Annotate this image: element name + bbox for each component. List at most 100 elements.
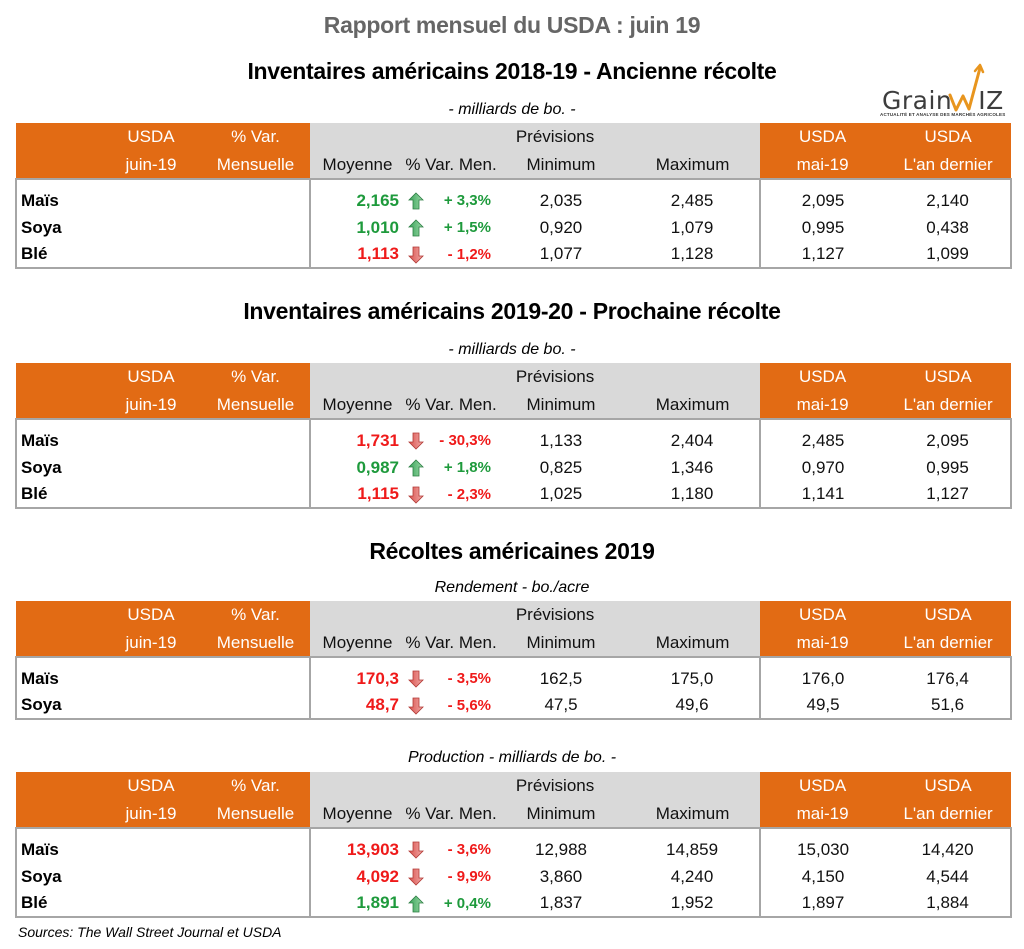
minimum-value: 0,920	[539, 217, 583, 237]
maximum-value: 1,952	[625, 890, 761, 918]
commodity-name: Blé	[15, 241, 101, 269]
col-header-usda-last-year: USDA	[885, 601, 1012, 629]
moyenne-value: 48,7	[310, 692, 405, 720]
col-header-var-men: % Var. Men.	[405, 151, 497, 180]
usda-last-year-value: 1,884	[885, 890, 1013, 918]
report-title: Rapport mensuel du USDA : juin 19	[323, 12, 701, 38]
col-header-last-year-label: L'an dernier	[885, 800, 1012, 829]
moyenne-value: 13,903	[347, 839, 399, 859]
arrow-down-icon	[405, 481, 427, 509]
usda-may-value: 2,095	[759, 187, 886, 214]
usda-last-year-value: 0,995	[885, 454, 1013, 481]
usda-june-value	[101, 454, 201, 481]
arrow-up-icon	[405, 890, 427, 918]
minimum-value: 1,025	[497, 481, 625, 509]
table-row: Soya 0,987 + 1,8% 0,825 1,346 0,970 0,995	[15, 454, 1013, 481]
col-header-var-men: % Var. Men.	[405, 391, 497, 420]
maximum-value: 1,128	[625, 241, 761, 269]
col-header-usda-june-date: juin-19	[101, 151, 201, 180]
col-header-monthly-var: % Var.	[201, 601, 310, 629]
section-title-harvest: Récoltes américaines 2019	[369, 538, 655, 564]
usda-june-value	[101, 692, 201, 720]
usda-june-value	[101, 241, 201, 269]
header-blank	[16, 123, 101, 151]
var-men-value: + 0,4%	[427, 890, 497, 918]
arrow-up-icon	[405, 214, 427, 241]
col-header-moyenne: Moyenne	[310, 629, 405, 658]
usda-may-value: 15,030	[759, 836, 886, 863]
col-header-usda-june: USDA	[101, 363, 201, 391]
col-header-monthly-var-label: Mensuelle	[201, 151, 310, 180]
usda-last-year-value: 176,4	[885, 665, 1013, 692]
moyenne-value: 2,165	[356, 190, 399, 210]
header-row-top: USDA% Var. Prévisions USDA USDA	[16, 772, 1012, 800]
arrow-down-icon	[405, 241, 427, 269]
col-header-usda-last-year: USDA	[885, 123, 1012, 151]
usda-may-value: 1,141	[759, 481, 886, 509]
usda-last-year-value: 2,140	[885, 187, 1013, 214]
usda-june-value	[101, 836, 201, 863]
section-subtitle-yield: Rendement - bo./acre	[434, 579, 590, 596]
col-header-last-year-label: L'an dernier	[885, 629, 1012, 658]
header-blank	[16, 629, 101, 658]
col-header-monthly-var: % Var.	[201, 363, 310, 391]
var-men-value: - 30,3%	[439, 432, 491, 449]
monthly-var-value	[201, 214, 311, 241]
col-header-usda-june-date: juin-19	[101, 391, 201, 420]
minimum-value: 47,5	[497, 692, 625, 720]
var-men-value: - 3,6%	[447, 841, 491, 858]
arrow-down-icon	[405, 692, 427, 720]
moyenne-value: 1,731	[356, 430, 399, 450]
col-header-maximum: Maximum	[625, 151, 761, 180]
usda-last-year-value: 14,420	[885, 836, 1013, 863]
col-header-usda-june-date: juin-19	[101, 629, 201, 658]
table-row: Soya 1,010 + 1,5% 0,920 1,079 0,995 0,438	[15, 214, 1013, 241]
table-row: Blé 1,113 - 1,2% 1,077 1,128 1,127 1,099	[15, 241, 1013, 269]
usda-june-value	[101, 427, 201, 454]
minimum-value: 2,035	[539, 190, 583, 210]
col-header-usda-may: USDA	[760, 363, 886, 391]
usda-june-value	[101, 187, 201, 214]
commodity-name: Blé	[15, 890, 101, 918]
minimum-value: 1,133	[539, 430, 583, 450]
col-header-maximum: Maximum	[625, 391, 761, 420]
table-yield: USDA% Var. Prévisions USDA USDA juin-19 Mensu…	[15, 601, 1013, 720]
table-row: Maïs 2,165 + 3,3% 2,035 2,485 2,095 2,140	[15, 187, 1013, 214]
var-men-value: - 2,3%	[427, 481, 497, 509]
table-row: Maïs 170,3 - 3,5% 162,5 175,0 176,0 176,4	[15, 665, 1013, 692]
col-header-moyenne: Moyenne	[310, 391, 405, 420]
monthly-var-value	[201, 863, 311, 890]
usda-may-value: 4,150	[759, 863, 886, 890]
col-header-may-date: mai-19	[760, 151, 886, 180]
table-row: Soya 4,092 - 9,9% 3,860 4,240 4,150 4,544	[15, 863, 1013, 890]
usda-last-year-value: 1,099	[885, 241, 1013, 269]
usda-june-value	[101, 214, 201, 241]
var-men-value: - 1,2%	[427, 241, 497, 269]
maximum-value: 14,859	[666, 839, 719, 859]
usda-last-year-value: 4,544	[885, 863, 1013, 890]
monthly-var-value	[201, 665, 311, 692]
header-row-bottom: juin-19 Mensuelle Moyenne% Var. Men. Minimu…	[16, 151, 1012, 180]
arrow-up-icon	[405, 187, 427, 214]
usda-june-value	[101, 863, 201, 890]
header-row-top: USDA% Var. Prévisions USDA USDA	[16, 601, 1012, 629]
maximum-value: 1,346	[670, 457, 714, 477]
usda-june-value	[101, 890, 201, 918]
var-men-value: + 3,3%	[443, 192, 491, 209]
maximum-value: 49,6	[625, 692, 761, 720]
logo-wordmark-left: Grain	[882, 86, 953, 115]
logo-wordmark: Grain IZ	[882, 86, 1004, 115]
table-row: Maïs 1,731 - 30,3% 1,133 2,404 2,485 2,095	[15, 427, 1013, 454]
commodity-name: Maïs	[15, 427, 101, 454]
arrow-down-icon	[405, 427, 427, 454]
header-blank	[16, 800, 101, 829]
col-header-last-year-label: L'an dernier	[885, 151, 1012, 180]
var-men-value: - 5,6%	[427, 692, 497, 720]
usda-may-value: 176,0	[759, 665, 886, 692]
arrow-up-icon	[405, 454, 427, 481]
commodity-name: Blé	[15, 481, 101, 509]
col-header-maximum: Maximum	[625, 629, 761, 658]
usda-last-year-value: 0,438	[885, 214, 1013, 241]
minimum-value: 1,837	[497, 890, 625, 918]
monthly-var-value	[201, 187, 311, 214]
